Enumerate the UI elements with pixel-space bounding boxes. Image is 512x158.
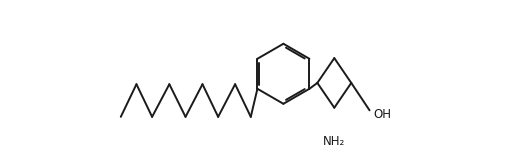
Text: OH: OH [373, 108, 392, 121]
Text: NH₂: NH₂ [323, 135, 346, 148]
